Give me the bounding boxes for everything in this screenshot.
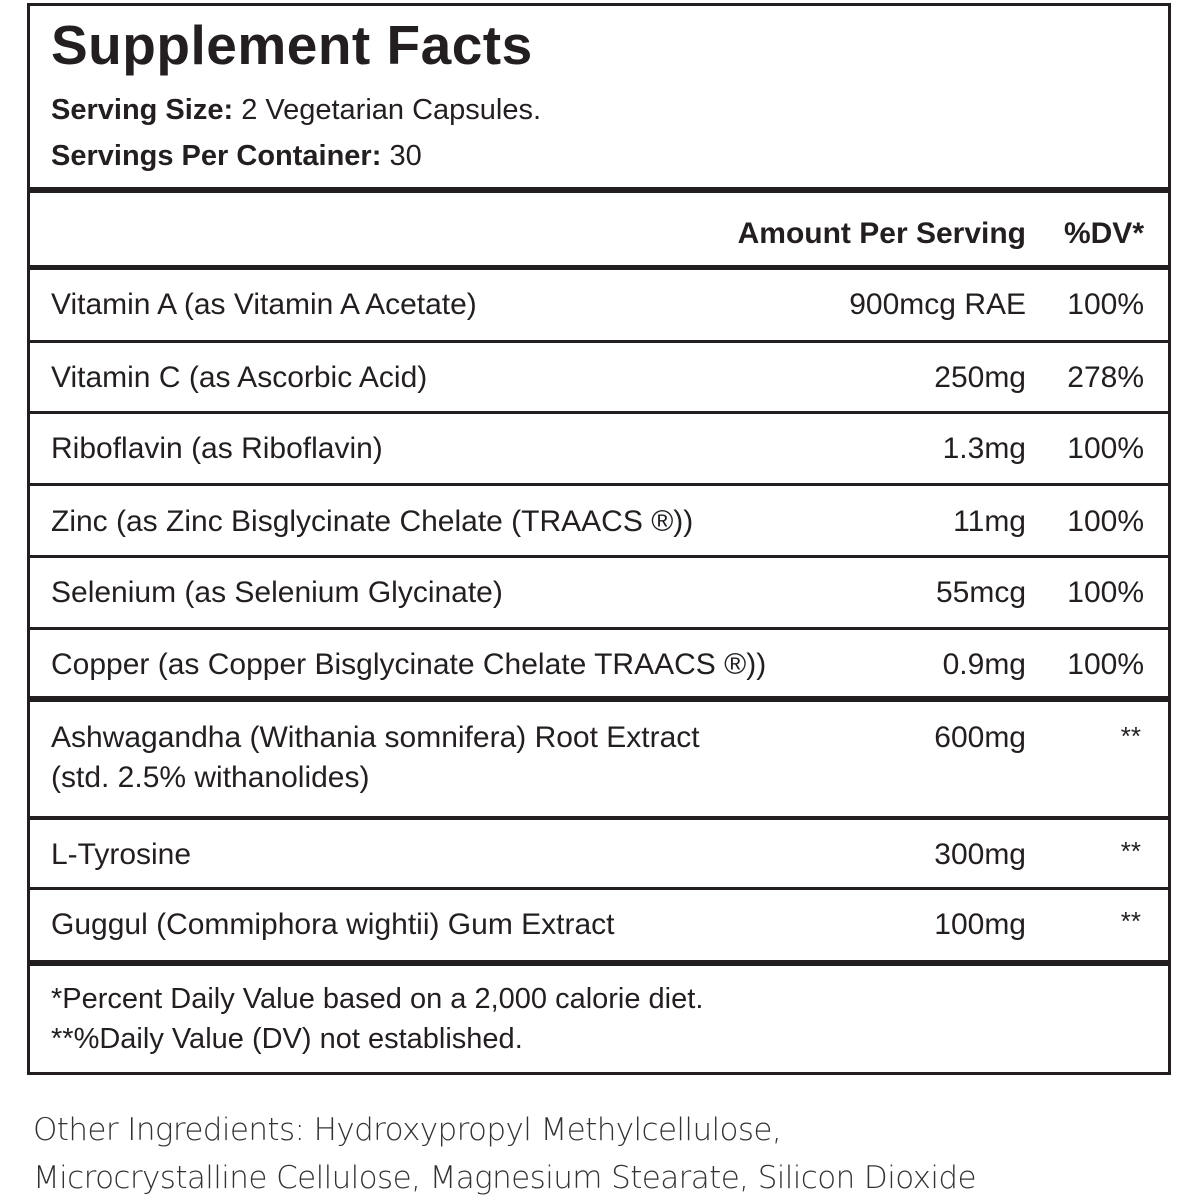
- row-divider: [30, 340, 1168, 343]
- nutrient-name: Ashwagandha (Withania somnifera) Root Ex…: [51, 718, 700, 798]
- nutrient-row: Vitamin C (as Ascorbic Acid) 250mg 278%: [30, 343, 1168, 413]
- footnote-dv-not-established: **%Daily Value (DV) not established.: [51, 1023, 523, 1055]
- nutrient-amount: 1.3mg: [942, 432, 1026, 465]
- nutrient-name: L-Tyrosine: [51, 838, 192, 871]
- divider-thick: [30, 960, 1168, 966]
- row-divider: [30, 887, 1168, 890]
- nutrient-dv: **: [1120, 721, 1141, 751]
- nutrient-amount: 11mg: [953, 505, 1026, 538]
- other-ingredients-line1: Other Ingredients: Hydroxypropyl Methylc…: [33, 1112, 782, 1148]
- nutrient-dv: 100%: [1067, 576, 1144, 609]
- nutrient-row: Vitamin A (as Vitamin A Acetate) 900mcg …: [30, 270, 1168, 340]
- servings-per-container: Servings Per Container: 30: [51, 142, 422, 171]
- servings-per-container-label: Servings Per Container:: [51, 140, 382, 172]
- divider-thick: [30, 696, 1168, 702]
- nutrient-amount: 600mg: [934, 721, 1026, 754]
- nutrient-name: Vitamin A (as Vitamin A Acetate): [51, 288, 477, 321]
- column-header-amount: Amount Per Serving: [737, 217, 1026, 250]
- nutrient-name: Selenium (as Selenium Glycinate): [51, 576, 503, 609]
- nutrient-amount: 300mg: [934, 838, 1026, 871]
- nutrient-amount: 250mg: [934, 361, 1026, 394]
- serving-size-label: Serving Size:: [51, 94, 234, 126]
- servings-per-container-value: 30: [389, 140, 422, 172]
- divider: [30, 265, 1168, 270]
- other-ingredients-line2: Microcrystalline Cellulose, Magnesium St…: [33, 1160, 977, 1196]
- column-header-dv: %DV*: [1063, 217, 1144, 250]
- row-divider: [30, 816, 1168, 820]
- nutrient-amount: 100mg: [934, 908, 1026, 941]
- nutrient-row: L-Tyrosine 300mg **: [30, 820, 1168, 888]
- nutrient-row: Selenium (as Selenium Glycinate) 55mcg 1…: [30, 558, 1168, 628]
- row-divider: [30, 627, 1168, 630]
- nutrient-row: Ashwagandha (Withania somnifera) Root Ex…: [30, 702, 1168, 816]
- nutrient-row: Copper (as Copper Bisglycinate Chelate T…: [30, 630, 1168, 698]
- nutrient-amount: 55mcg: [935, 576, 1026, 609]
- nutrient-dv: 100%: [1067, 432, 1144, 465]
- nutrient-name-line1: Ashwagandha (Withania somnifera) Root Ex…: [51, 721, 700, 754]
- row-divider: [30, 411, 1168, 414]
- nutrient-row: Riboflavin (as Riboflavin) 1.3mg 100%: [30, 414, 1168, 484]
- nutrient-dv: **: [1120, 836, 1141, 866]
- footnote-dv-basis: *Percent Daily Value based on a 2,000 ca…: [51, 983, 704, 1015]
- nutrient-amount: 0.9mg: [942, 648, 1026, 681]
- nutrient-row: Guggul (Commiphora wightii) Gum Extract …: [30, 890, 1168, 960]
- supplement-facts-panel: Supplement Facts Serving Size: 2 Vegetar…: [27, 3, 1171, 1075]
- nutrient-name: Zinc (as Zinc Bisglycinate Chelate (TRAA…: [51, 505, 694, 538]
- nutrient-name: Riboflavin (as Riboflavin): [51, 432, 383, 465]
- nutrient-dv: 100%: [1067, 648, 1144, 681]
- nutrient-name: Copper (as Copper Bisglycinate Chelate T…: [51, 648, 767, 681]
- other-ingredients: Other Ingredients: Hydroxypropyl Methylc…: [33, 1106, 977, 1202]
- serving-size-value: 2 Vegetarian Capsules.: [241, 94, 542, 126]
- nutrient-dv: **: [1120, 906, 1141, 936]
- row-divider: [30, 555, 1168, 558]
- nutrient-name: Guggul (Commiphora wightii) Gum Extract: [51, 908, 615, 941]
- panel-title: Supplement Facts: [51, 14, 533, 76]
- nutrient-dv: 100%: [1067, 505, 1144, 538]
- nutrient-name: Vitamin C (as Ascorbic Acid): [51, 361, 428, 394]
- nutrient-dv: 278%: [1067, 361, 1144, 394]
- nutrient-dv: 100%: [1067, 288, 1144, 321]
- nutrient-row: Zinc (as Zinc Bisglycinate Chelate (TRAA…: [30, 486, 1168, 556]
- serving-size: Serving Size: 2 Vegetarian Capsules.: [51, 96, 541, 125]
- nutrient-name-line2: (std. 2.5% withanolides): [51, 761, 370, 794]
- row-divider: [30, 483, 1168, 486]
- divider-thick: [30, 187, 1168, 193]
- nutrient-amount: 900mcg RAE: [849, 288, 1026, 321]
